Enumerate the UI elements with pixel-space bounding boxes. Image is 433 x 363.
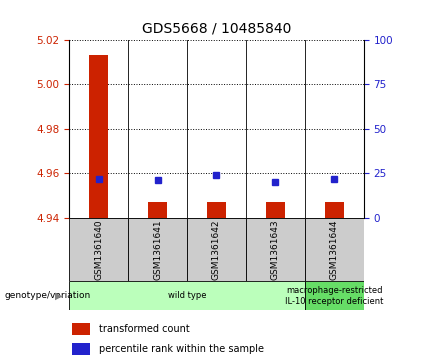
Text: macrophage-restricted
IL-10 receptor deficient: macrophage-restricted IL-10 receptor def… <box>285 286 384 306</box>
Bar <box>305 281 364 310</box>
Bar <box>305 218 364 281</box>
Title: GDS5668 / 10485840: GDS5668 / 10485840 <box>142 22 291 36</box>
Text: wild type: wild type <box>168 291 206 300</box>
Bar <box>128 218 187 281</box>
Text: GSM1361642: GSM1361642 <box>212 219 221 280</box>
Bar <box>69 218 128 281</box>
Bar <box>246 218 305 281</box>
Bar <box>72 343 90 355</box>
Text: GSM1361641: GSM1361641 <box>153 219 162 280</box>
Text: transformed count: transformed count <box>99 324 190 334</box>
Bar <box>148 202 167 218</box>
Bar <box>69 281 305 310</box>
Text: ▶: ▶ <box>55 291 62 301</box>
Bar <box>89 56 108 218</box>
Bar <box>266 202 285 218</box>
Bar <box>187 218 246 281</box>
Text: GSM1361643: GSM1361643 <box>271 219 280 280</box>
Bar <box>325 202 344 218</box>
Text: GSM1361640: GSM1361640 <box>94 219 103 280</box>
Bar <box>72 323 90 335</box>
Text: GSM1361644: GSM1361644 <box>330 219 339 280</box>
Text: genotype/variation: genotype/variation <box>4 291 90 300</box>
Bar <box>207 202 226 218</box>
Text: percentile rank within the sample: percentile rank within the sample <box>99 344 264 354</box>
